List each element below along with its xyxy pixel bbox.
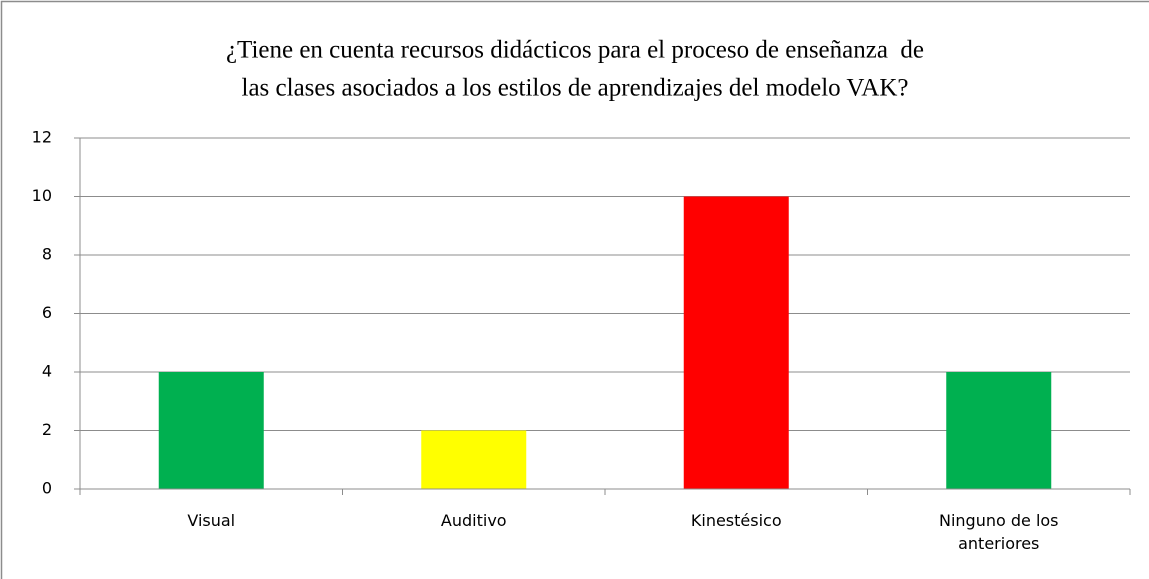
y-tick-label: 6 bbox=[42, 303, 52, 322]
y-tick-label: 2 bbox=[42, 420, 52, 439]
bar bbox=[421, 430, 527, 489]
x-tick-label: Kinestésico bbox=[690, 511, 782, 530]
chart-title: las clases asociados a los estilos de ap… bbox=[242, 75, 909, 102]
x-tick-label: Ninguno de los anteriores bbox=[938, 511, 1059, 553]
x-tick-label: Auditivo bbox=[440, 511, 507, 530]
chart-title: ¿Tiene en cuenta recursos didácticos par… bbox=[226, 37, 924, 64]
bar bbox=[946, 372, 1052, 489]
y-tick-label: 12 bbox=[32, 128, 52, 147]
y-tick-label: 0 bbox=[42, 479, 52, 498]
y-tick-label: 4 bbox=[42, 362, 52, 381]
y-tick-label: 10 bbox=[32, 186, 52, 205]
x-tick-label: Visual bbox=[187, 511, 236, 530]
bar bbox=[158, 372, 264, 489]
bar bbox=[683, 196, 789, 489]
y-tick-label: 8 bbox=[42, 245, 52, 264]
